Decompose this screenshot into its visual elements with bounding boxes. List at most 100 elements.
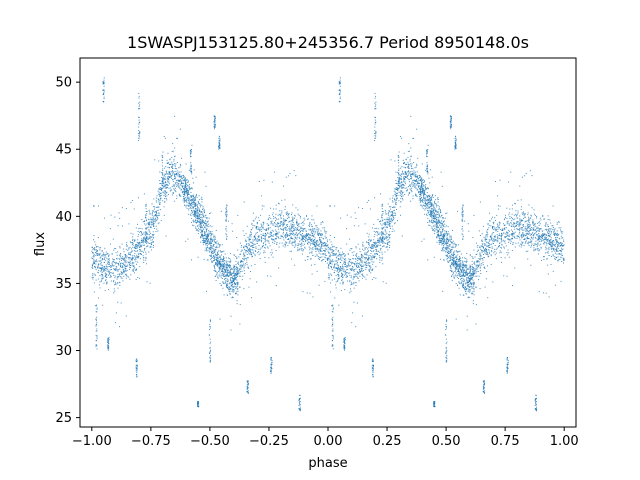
data-point	[324, 244, 326, 246]
data-point	[315, 225, 317, 227]
data-point	[229, 282, 231, 284]
data-point	[129, 246, 131, 248]
data-point	[139, 253, 141, 255]
data-point	[513, 236, 515, 238]
data-point	[547, 224, 549, 226]
data-point	[509, 239, 511, 241]
data-point	[323, 250, 325, 252]
data-point	[192, 214, 194, 216]
data-point	[269, 236, 271, 238]
data-point	[411, 173, 413, 175]
data-point	[360, 257, 362, 259]
data-point	[147, 236, 149, 238]
data-point	[479, 246, 481, 248]
data-point	[463, 275, 465, 277]
data-point	[377, 241, 379, 243]
data-point	[392, 228, 394, 230]
data-point	[276, 219, 278, 221]
data-point	[112, 258, 114, 260]
data-point	[262, 244, 264, 246]
data-point	[526, 237, 528, 239]
data-point	[519, 243, 521, 245]
data-point	[546, 240, 548, 242]
data-point	[273, 239, 275, 241]
data-point	[525, 228, 527, 230]
data-point	[92, 267, 94, 269]
data-point	[214, 238, 216, 240]
data-point	[400, 167, 402, 169]
data-point	[438, 222, 440, 224]
data-point	[478, 264, 480, 266]
data-point	[183, 198, 185, 200]
data-point	[497, 241, 499, 243]
data-point	[548, 242, 550, 244]
data-point	[277, 232, 279, 234]
data-point	[387, 236, 389, 238]
data-point	[482, 249, 484, 251]
data-point	[230, 280, 232, 282]
data-point	[539, 228, 541, 230]
data-point	[481, 239, 483, 241]
data-point	[99, 257, 101, 259]
data-point	[451, 248, 453, 250]
data-point	[171, 167, 173, 169]
data-point	[353, 276, 355, 278]
data-point	[364, 258, 366, 260]
data-point	[129, 253, 131, 255]
data-point	[94, 274, 96, 276]
data-point	[247, 257, 249, 259]
data-point	[443, 259, 445, 261]
data-point	[155, 221, 157, 223]
data-point	[199, 227, 201, 229]
data-point	[278, 203, 280, 205]
data-point	[221, 271, 223, 273]
data-point	[429, 199, 431, 201]
data-point	[488, 251, 490, 253]
data-point	[187, 191, 189, 193]
data-point	[516, 223, 518, 225]
data-point	[406, 163, 408, 165]
data-point	[326, 258, 328, 260]
data-point	[506, 236, 508, 238]
data-point	[156, 206, 158, 208]
data-point	[414, 185, 416, 187]
data-point	[409, 172, 411, 174]
data-point	[313, 243, 315, 245]
data-point	[176, 172, 177, 174]
data-point	[307, 218, 309, 220]
data-point	[316, 231, 318, 233]
data-point	[325, 249, 327, 251]
data-point	[304, 259, 306, 261]
data-point	[367, 242, 369, 244]
data-point	[228, 257, 230, 259]
data-point	[176, 183, 178, 185]
data-point	[493, 226, 495, 228]
data-point	[174, 173, 176, 175]
data-point	[108, 271, 110, 273]
data-point	[237, 271, 239, 273]
data-point	[156, 217, 158, 219]
data-point	[361, 268, 363, 270]
data-point	[395, 194, 397, 196]
data-point	[293, 232, 295, 234]
data-point	[501, 234, 503, 236]
data-point	[379, 251, 381, 253]
data-point	[102, 267, 104, 269]
data-point	[155, 212, 157, 214]
data-point	[256, 223, 258, 225]
data-point	[466, 279, 468, 281]
data-point	[530, 242, 532, 244]
data-point	[381, 256, 383, 258]
data-point	[311, 226, 313, 228]
data-point	[391, 220, 393, 222]
data-point	[497, 238, 499, 240]
data-point	[509, 234, 511, 236]
data-point	[317, 233, 319, 235]
data-point	[382, 227, 384, 229]
data-point	[105, 266, 107, 268]
data-point	[143, 249, 145, 251]
data-point	[532, 230, 534, 232]
data-point	[362, 257, 364, 259]
data-point	[463, 263, 465, 265]
data-point	[138, 253, 140, 255]
